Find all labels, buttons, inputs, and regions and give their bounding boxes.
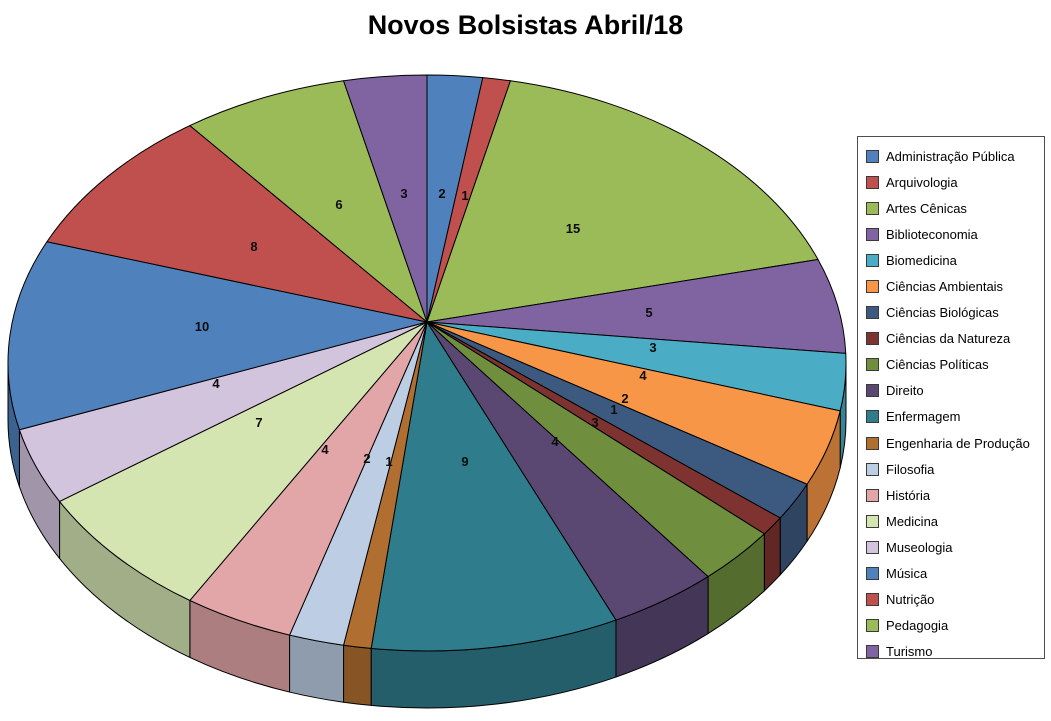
legend-swatch [866,175,879,189]
legend-swatch [866,332,879,346]
slice-value-label: 3 [400,186,407,201]
legend-item: Engenharia de Produção [866,430,1040,456]
legend-swatch [866,227,879,241]
slice-value-label: 2 [363,451,370,466]
legend-swatch [866,619,879,633]
legend-item: Ciências Ambientais [866,273,1040,299]
legend-swatch [866,149,879,163]
legend-label: Ciências Ambientais [886,279,1004,295]
chart-title: Novos Bolsistas Abril/18 [367,10,684,40]
legend-label: Medicina [886,513,939,529]
legend-item: Filosofia [866,456,1040,482]
legend-swatch [866,384,879,398]
legend-label: Enfermagem [886,409,961,425]
pie-slice-rim [289,634,345,703]
pie-slice-rim [343,644,372,706]
legend-label: Arquivologia [886,174,958,190]
pie-slice [426,80,819,323]
slice-value-label: 5 [645,305,652,320]
legend-label: Pedagogia [886,618,949,634]
pie-slice [189,80,428,323]
legend-item: Enfermagem [866,404,1040,430]
legend-item: Museologia [866,534,1040,560]
legend-item: História [866,482,1040,508]
legend-swatch [866,306,879,320]
slice-value-label: 3 [591,415,598,430]
pie-slice [46,125,428,323]
slice-value-label: 4 [321,442,329,457]
pie-slice [7,241,428,431]
legend-item: Música [866,561,1040,587]
slice-value-label: 6 [335,197,342,212]
legend-label: Artes Cênicas [886,200,967,216]
legend-swatch [866,410,879,424]
legend-swatch [866,201,879,215]
legend-item: Ciências da Natureza [866,326,1040,352]
legend-label: Biblioteconomia [886,226,978,242]
legend-swatch [866,540,879,554]
legend-swatch [866,645,879,659]
legend-label: Ciências da Natureza [886,331,1011,347]
legend-item: Biomedicina [866,247,1040,273]
legend-label: Ciências Políticas [886,357,989,373]
slice-value-label: 1 [610,402,617,417]
slice-value-label: 9 [461,454,468,469]
legend-item: Nutrição [866,587,1040,613]
slice-value-label: 10 [195,319,209,334]
slice-value-label: 2 [621,391,628,406]
legend-label: Direito [886,383,924,399]
legend: Administração Pública Arquivologia Artes C… [857,136,1045,659]
pie-slice [426,258,847,354]
legend-label: Ciências Biológicas [886,305,999,321]
slice-value-label: 8 [250,239,257,254]
legend-item: Pedagogia [866,613,1040,639]
pie-slice [59,321,428,601]
legend-item: Turismo [866,639,1040,665]
slice-value-label: 7 [255,415,262,430]
slice-value-label: 4 [639,368,647,383]
legend-item: Ciências Biológicas [866,300,1040,326]
slice-value-label: 15 [566,221,580,236]
legend-label: Biomedicina [886,252,957,268]
legend-item: Medicina [866,508,1040,534]
legend-item: Ciências Políticas [866,352,1040,378]
legend-swatch [866,462,879,476]
legend-swatch [866,436,879,450]
legend-swatch [866,280,879,294]
legend-label: Música [886,566,928,582]
legend-item: Direito [866,378,1040,404]
legend-label: Filosofia [886,461,935,477]
slice-value-label: 3 [649,340,656,355]
legend-label: Administração Pública [886,148,1015,164]
legend-swatch [866,593,879,607]
legend-label: Turismo [886,644,933,660]
pie-slice [343,74,428,323]
legend-swatch [866,567,879,581]
legend-label: Nutrição [886,592,935,608]
legend-item: Biblioteconomia [866,221,1040,247]
legend-label: Museologia [886,539,953,555]
legend-item: Arquivologia [866,169,1040,195]
legend-item: Administração Pública [866,143,1040,169]
slice-value-label: 4 [551,434,559,449]
slice-value-label: 1 [461,188,468,203]
legend-item: Artes Cênicas [866,195,1040,221]
slice-value-label: 2 [438,186,445,201]
legend-swatch [866,514,879,528]
legend-swatch [866,488,879,502]
slice-value-label: 1 [385,454,392,469]
slice-value-label: 4 [212,376,220,391]
legend-swatch [866,358,879,372]
legend-label: Engenharia de Produção [886,435,1030,451]
legend-swatch [866,253,879,267]
pie-slice [370,321,617,652]
legend-label: História [886,487,931,503]
